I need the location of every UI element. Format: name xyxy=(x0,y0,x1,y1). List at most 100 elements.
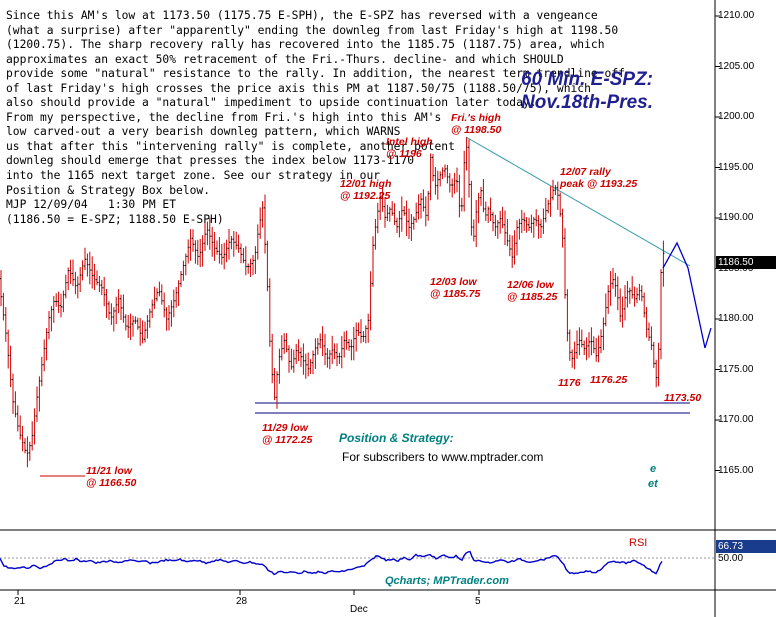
price-bar xyxy=(633,286,636,307)
price-bar xyxy=(151,299,154,319)
price-bar xyxy=(544,197,547,223)
price-bar xyxy=(312,350,314,375)
price-bar xyxy=(50,306,53,332)
price-bar xyxy=(566,289,569,342)
price-bar xyxy=(170,300,173,327)
price-bar xyxy=(364,325,367,344)
price-bar xyxy=(372,236,374,287)
annotation-12-03-low: 12/03 low @ 1185.75 xyxy=(430,276,480,300)
price-bar xyxy=(571,349,574,368)
price-bar xyxy=(643,292,646,318)
price-bar xyxy=(465,137,468,171)
rsi-line xyxy=(0,550,663,576)
price-bar xyxy=(264,194,266,254)
price-bar xyxy=(422,189,425,212)
price-bar xyxy=(648,322,650,341)
annotation-intel-high: Intel high @ 1196 xyxy=(386,136,433,160)
annotation-value: @ 1196 xyxy=(386,148,422,160)
price-bar xyxy=(141,320,144,344)
price-bar xyxy=(396,217,398,233)
price-bar xyxy=(192,229,194,252)
price-bar xyxy=(585,337,588,361)
commentary-line: Since this AM's low at 1173.50 (1175.75 … xyxy=(6,9,598,22)
price-bar xyxy=(463,150,466,212)
price-bar xyxy=(436,170,439,200)
price-bar xyxy=(199,238,202,268)
price-bar xyxy=(271,333,274,384)
price-bar xyxy=(100,279,103,296)
price-bar xyxy=(12,373,14,414)
price-bar xyxy=(405,200,408,236)
price-bar xyxy=(439,171,442,187)
price-bar xyxy=(374,218,377,250)
y-tick-label: 1175.00 xyxy=(718,363,754,375)
y-tick-label: 1195.00 xyxy=(718,161,754,173)
annotation-1176: 1176 xyxy=(558,377,581,389)
price-bar xyxy=(62,290,65,313)
price-bar xyxy=(626,280,629,308)
price-bar xyxy=(91,256,94,289)
price-bar xyxy=(230,236,233,250)
price-bar xyxy=(554,184,557,195)
price-bar xyxy=(417,194,420,220)
price-bar xyxy=(316,338,319,355)
price-bar xyxy=(0,270,2,307)
annotation-label: 1176.25 xyxy=(590,374,628,386)
annotation-12-01-high: 12/01 high @ 1192.25 xyxy=(340,178,391,202)
price-bar xyxy=(81,260,84,281)
price-bar xyxy=(21,425,24,452)
commentary-line: low carved-out a very bearish downleg pa… xyxy=(6,125,401,139)
commentary-line: From my perspective, the decline from Fr… xyxy=(6,110,442,124)
price-bar xyxy=(602,317,605,351)
price-bar xyxy=(408,208,410,240)
price-bar xyxy=(331,335,334,364)
price-bar xyxy=(98,275,101,292)
price-bar xyxy=(194,240,197,264)
price-bar xyxy=(458,174,461,218)
y-tick-label: 1165.00 xyxy=(718,464,754,476)
annotation-value: @ 1185.75 xyxy=(430,288,481,300)
y-tick-label: 1205.00 xyxy=(718,60,755,72)
price-bar xyxy=(338,352,341,364)
price-bar xyxy=(280,335,283,361)
price-bar xyxy=(400,196,403,232)
price-bar xyxy=(424,196,427,227)
price-bar xyxy=(302,343,305,375)
price-bar xyxy=(79,267,82,293)
price-bar xyxy=(357,322,360,337)
commentary-line: provide some "natural" resistance to the… xyxy=(6,67,625,81)
price-bar xyxy=(115,296,118,325)
annotation-value: @ 1172.25 xyxy=(262,434,313,446)
support-lines xyxy=(255,402,690,414)
price-bar xyxy=(189,229,192,261)
price-bar xyxy=(201,235,204,267)
price-bar xyxy=(453,172,456,194)
price-bar xyxy=(369,271,372,331)
annotation-label: 12/03 low xyxy=(430,276,477,288)
annotation-value: @ 1198.50 xyxy=(451,124,502,136)
price-bar xyxy=(249,258,252,277)
x-tick-label: 21 xyxy=(14,596,26,607)
price-bar xyxy=(340,336,343,369)
price-bar xyxy=(590,327,593,356)
x-tick-label: 5 xyxy=(475,596,481,607)
price-bar xyxy=(266,240,269,292)
price-bar xyxy=(376,202,379,234)
annotation-label: 1173.50 xyxy=(664,392,702,404)
price-bar xyxy=(182,260,185,281)
price-bar xyxy=(345,330,348,350)
annotation-value: @ 1166.50 xyxy=(86,477,137,489)
price-bar xyxy=(518,218,521,240)
price-bar xyxy=(662,240,665,287)
price-bar xyxy=(348,338,350,351)
price-bar xyxy=(655,359,658,388)
price-bar xyxy=(657,342,660,387)
price-bar xyxy=(120,294,122,321)
price-bar xyxy=(292,349,295,373)
price-bar xyxy=(285,333,288,353)
price-bar xyxy=(228,229,230,260)
price-bar xyxy=(259,207,262,239)
y-tick-label: 1180.00 xyxy=(718,313,754,324)
price-bar xyxy=(237,234,240,253)
price-bar xyxy=(595,337,598,362)
